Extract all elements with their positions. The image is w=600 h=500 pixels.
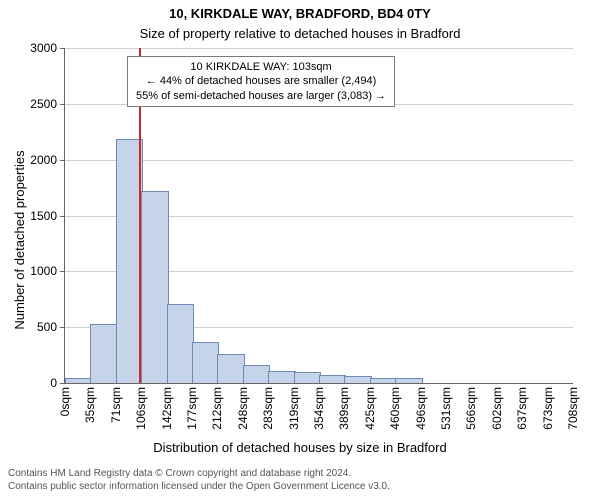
ytick-label: 2500 — [30, 97, 65, 111]
annotation-line1: 10 KIRKDALE WAY: 103sqm — [136, 60, 386, 74]
xtick-label: 602sqm — [490, 383, 504, 430]
gridline — [65, 48, 573, 49]
xtick-label: 35sqm — [83, 383, 97, 423]
xtick-label: 354sqm — [312, 383, 326, 430]
y-axis-label: Number of detached properties — [12, 50, 27, 430]
histogram-bar — [217, 354, 244, 383]
ytick-label: 3000 — [30, 41, 65, 55]
xtick-label: 319sqm — [287, 383, 301, 430]
histogram-bar — [268, 371, 295, 383]
chart-title-line2: Size of property relative to detached ho… — [0, 26, 600, 41]
histogram-bar — [319, 375, 346, 383]
xtick-label: 637sqm — [515, 383, 529, 430]
plot-area: 0500100015002000250030000sqm35sqm71sqm10… — [64, 48, 573, 384]
chart-title-line1: 10, KIRKDALE WAY, BRADFORD, BD4 0TY — [0, 6, 600, 21]
x-axis-label: Distribution of detached houses by size … — [0, 440, 600, 455]
ytick-label: 500 — [37, 320, 65, 334]
ytick-label: 2000 — [30, 153, 65, 167]
annotation-box: 10 KIRKDALE WAY: 103sqm← 44% of detached… — [127, 56, 395, 107]
histogram-bar — [141, 191, 168, 383]
annotation-line3: 55% of semi-detached houses are larger (… — [136, 89, 386, 103]
footer-line2: Contains public sector information licen… — [8, 481, 390, 494]
xtick-label: 177sqm — [185, 383, 199, 430]
xtick-label: 460sqm — [388, 383, 402, 430]
xtick-label: 566sqm — [464, 383, 478, 430]
xtick-label: 71sqm — [109, 383, 123, 423]
xtick-label: 708sqm — [566, 383, 580, 430]
histogram-bar — [344, 376, 371, 383]
ytick-label: 1500 — [30, 209, 65, 223]
xtick-label: 212sqm — [210, 383, 224, 430]
histogram-bar — [90, 324, 117, 383]
histogram-bar — [192, 342, 219, 383]
annotation-line2: ← 44% of detached houses are smaller (2,… — [136, 74, 386, 88]
xtick-label: 531sqm — [439, 383, 453, 430]
footer-attribution: Contains HM Land Registry data © Crown c… — [8, 468, 390, 493]
xtick-label: 389sqm — [337, 383, 351, 430]
xtick-label: 142sqm — [160, 383, 174, 430]
xtick-label: 673sqm — [541, 383, 555, 430]
xtick-label: 106sqm — [134, 383, 148, 430]
xtick-label: 496sqm — [414, 383, 428, 430]
xtick-label: 425sqm — [363, 383, 377, 430]
histogram-bar — [167, 304, 194, 383]
xtick-label: 283sqm — [261, 383, 275, 430]
histogram-bar — [294, 372, 321, 383]
ytick-label: 1000 — [30, 264, 65, 278]
histogram-bar — [243, 365, 270, 383]
xtick-label: 248sqm — [236, 383, 250, 430]
footer-line1: Contains HM Land Registry data © Crown c… — [8, 468, 390, 481]
xtick-label: 0sqm — [58, 383, 72, 416]
